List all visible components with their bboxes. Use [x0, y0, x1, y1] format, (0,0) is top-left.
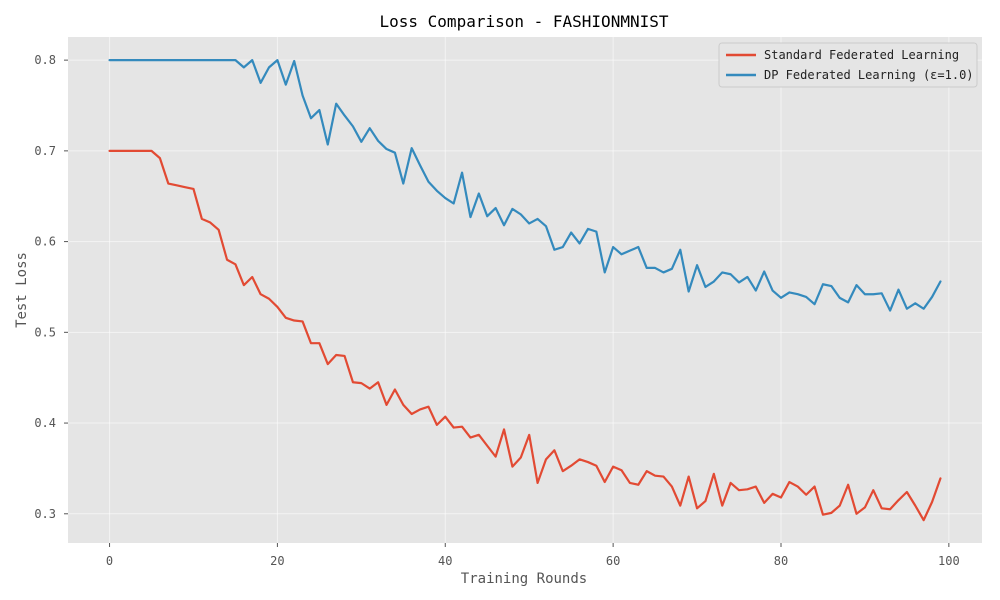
plot-background: [68, 37, 982, 543]
legend-box: [718, 42, 978, 88]
y-tick-label: 0.6: [34, 235, 56, 249]
series-line-2: [108, 59, 942, 312]
y-tick-label: 0.8: [34, 53, 56, 67]
legend-label-1: Standard Federated Learning: [764, 48, 959, 62]
y-tick-label: 0.5: [34, 325, 56, 339]
y-axis-title: Test Loss: [14, 252, 30, 328]
y-tick-label: 0.4: [34, 416, 56, 430]
legend: Standard Federated Learning DP Federated …: [718, 42, 978, 88]
y-tick-label: 0.3: [34, 507, 56, 521]
series-line-1: [108, 149, 942, 522]
x-tick-label: 100: [938, 554, 960, 568]
x-tick-label: 0: [106, 554, 113, 568]
x-tick-label: 60: [606, 554, 620, 568]
y-tick-label: 0.7: [34, 144, 56, 158]
x-tick-label: 20: [270, 554, 284, 568]
series-lines: [108, 59, 942, 522]
x-axis-title: Training Rounds: [461, 571, 587, 587]
x-tick-label: 80: [774, 554, 788, 568]
axis-ticks: 0 20 40 60 80 100 0.3 0.4 0.5 0.6 0.7 0.8: [34, 53, 959, 568]
chart-title: Loss Comparison - FASHIONMNIST: [380, 12, 669, 31]
x-tick-label: 40: [438, 554, 452, 568]
legend-label-2: DP Federated Learning (ε=1.0): [764, 68, 974, 82]
